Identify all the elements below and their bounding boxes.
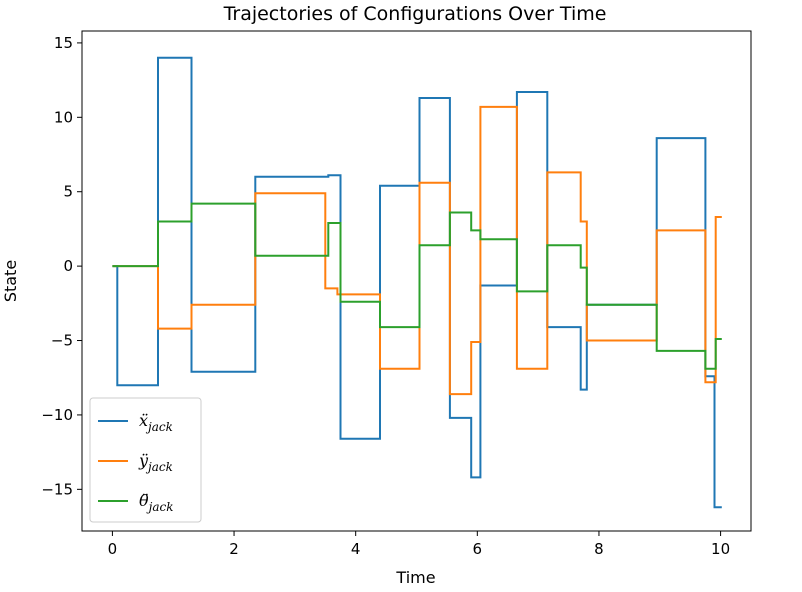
legend-label-0: ẍjack <box>139 411 173 434</box>
plot-frame <box>81 30 752 532</box>
y-axis-title: State <box>1 260 20 302</box>
x-axis-title: Time <box>395 568 435 587</box>
x-tick-label: 2 <box>229 540 239 558</box>
y-tick-label: −15 <box>41 480 73 498</box>
y-tick-label: −5 <box>51 332 73 350</box>
y-tick-label: 0 <box>63 257 73 275</box>
series-line-1 <box>112 105 722 396</box>
legend-box <box>89 397 202 523</box>
x-tick-label: 8 <box>594 540 604 558</box>
y-axis-ticks: −15 −10 −5 0 5 10 15 <box>41 34 82 498</box>
x-tick-label: 10 <box>711 540 730 558</box>
series-line-2 <box>112 202 722 370</box>
x-axis-ticks: 0 2 4 6 8 10 <box>108 531 730 558</box>
x-tick-label: 4 <box>351 540 361 558</box>
x-tick-label: 6 <box>473 540 483 558</box>
series-layer <box>112 56 722 509</box>
plot-area <box>81 30 752 532</box>
series-line-0 <box>112 56 722 509</box>
y-tick-label: 10 <box>54 108 73 126</box>
chart-title: Trajectories of Configurations Over Time <box>223 3 607 25</box>
x-tick-label: 0 <box>108 540 118 558</box>
y-tick-label: −10 <box>41 406 73 424</box>
y-tick-label: 5 <box>63 183 73 201</box>
y-tick-label: 15 <box>54 34 73 52</box>
